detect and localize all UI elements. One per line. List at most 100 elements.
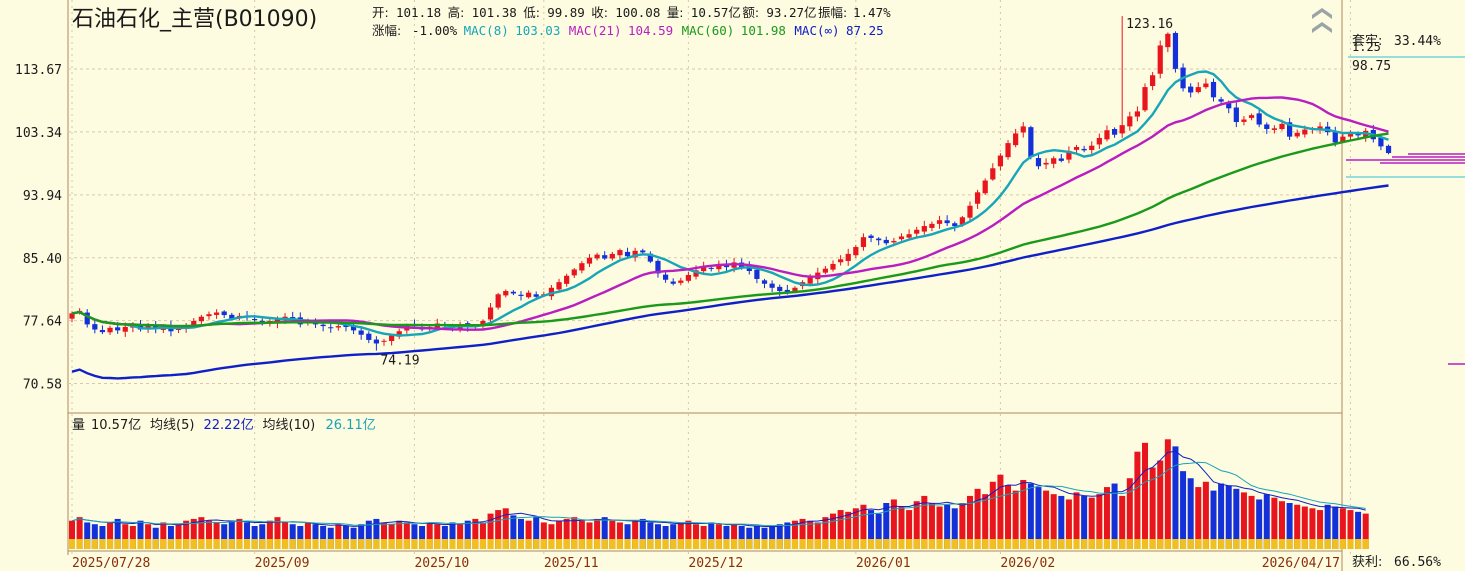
- volume-bar-base: [327, 539, 334, 549]
- volume-bar: [403, 522, 410, 549]
- volume-bar-base: [1073, 539, 1080, 549]
- candle-body: [358, 330, 364, 335]
- volume-bar: [928, 503, 935, 549]
- volume-bar: [479, 522, 486, 549]
- volume-bar-base: [228, 539, 235, 549]
- volume-bar: [875, 513, 882, 549]
- candle-body: [1317, 126, 1323, 130]
- volume-bar-base: [677, 539, 684, 549]
- candle-body: [1066, 150, 1072, 160]
- ma-label: MAC(60): [682, 23, 735, 38]
- volume-bar-base: [685, 539, 692, 549]
- date-tick-label: 2025/12: [688, 556, 743, 571]
- volume-bar-base: [1339, 539, 1346, 549]
- candle-body: [716, 263, 722, 270]
- volume-bar: [1050, 494, 1057, 549]
- volume-bar-base: [152, 539, 159, 549]
- volume-bar: [944, 504, 951, 549]
- volume-bar: [837, 510, 844, 549]
- volume-bar-base: [289, 539, 296, 549]
- candle-body: [647, 253, 653, 262]
- volume-bar: [852, 508, 859, 549]
- volume-bar: [388, 524, 395, 549]
- volume-bar-base: [517, 539, 524, 549]
- volume-header-value: 10.57亿: [91, 418, 141, 433]
- candle-body: [1210, 81, 1217, 98]
- volume-bar: [1043, 490, 1050, 549]
- volume-bar: [76, 517, 83, 549]
- volume-bar-base: [761, 539, 768, 549]
- volume-bar: [236, 518, 243, 549]
- volume-bar: [1202, 481, 1209, 549]
- volume-bar: [951, 508, 958, 549]
- candle-body: [1013, 133, 1019, 146]
- volume-bar: [1256, 499, 1263, 549]
- volume-bar-base: [601, 539, 608, 549]
- candle-body: [1127, 116, 1133, 127]
- moving-averages: [71, 70, 1389, 380]
- volume-bar-base: [715, 539, 722, 549]
- candle-body: [678, 280, 684, 283]
- volume-bar-base: [731, 539, 738, 549]
- volume-bar-base: [563, 539, 570, 549]
- candle-body: [1058, 158, 1064, 161]
- price-axis: 113.67 103.34 93.94 85.40 77.64 70.58: [15, 63, 62, 393]
- volume-bar: [190, 518, 197, 549]
- volume-bar-base: [1012, 539, 1019, 549]
- volume-bar: [1134, 451, 1141, 549]
- candle-body: [206, 314, 212, 317]
- volume-bar: [1005, 485, 1012, 549]
- volume-bar: [129, 526, 136, 549]
- candle-body: [373, 339, 379, 344]
- volume-bar-base: [1050, 539, 1057, 549]
- volume-bar-base: [1317, 539, 1324, 549]
- volume-bar: [304, 522, 311, 549]
- volume-bar: [769, 526, 776, 549]
- chip-distribution-panel: 套牢: 33.44% 1.25 98.75 获利: 66.56%: [1346, 33, 1465, 570]
- volume-bar-base: [244, 539, 251, 549]
- volume-bar: [868, 510, 875, 549]
- candle-body: [632, 250, 638, 258]
- volume-bar: [1355, 511, 1362, 549]
- candle-body: [381, 340, 387, 342]
- candle-body: [1150, 75, 1156, 87]
- volume-bar-base: [350, 539, 357, 549]
- candle-body: [822, 268, 828, 273]
- volume-bar: [548, 524, 555, 549]
- candle-body: [396, 331, 402, 337]
- volume-bar-base: [441, 539, 448, 549]
- volume-bar-base: [1119, 539, 1126, 549]
- volume-bar: [312, 524, 319, 549]
- candle-body: [1134, 111, 1140, 117]
- volume-bar-base: [693, 539, 700, 549]
- volume-bar: [1180, 471, 1187, 549]
- volume-bar: [890, 499, 897, 549]
- volume-bar-base: [533, 539, 540, 549]
- volume-bar-base: [320, 539, 327, 549]
- volume-bar: [791, 520, 798, 549]
- ma-line-2: [71, 132, 1389, 328]
- collapse-arrows-icon[interactable]: [1312, 8, 1332, 33]
- volume-bar: [685, 520, 692, 549]
- volume-bar: [845, 511, 852, 549]
- volume-bar: [753, 526, 760, 549]
- volume-bar-base: [616, 539, 623, 549]
- candle-body: [1081, 148, 1087, 151]
- volume-bar: [1362, 513, 1369, 549]
- candles: [69, 16, 1392, 351]
- volume-bar-base: [114, 539, 121, 549]
- volume-bar-base: [989, 539, 996, 549]
- candle-body: [936, 220, 943, 224]
- volume-bar-base: [495, 539, 502, 549]
- volume-bar: [114, 518, 121, 549]
- volume-bar-base: [883, 539, 890, 549]
- volume-bar-base: [951, 539, 958, 549]
- volume-bar: [1286, 503, 1293, 549]
- volume-bar: [830, 513, 836, 549]
- candle-body: [191, 320, 197, 326]
- volume-bar-base: [1225, 539, 1232, 549]
- volume-bar-base: [205, 539, 212, 549]
- candle-body: [685, 274, 692, 281]
- volume-bar-base: [723, 539, 730, 549]
- volume-bar-base: [1126, 539, 1133, 549]
